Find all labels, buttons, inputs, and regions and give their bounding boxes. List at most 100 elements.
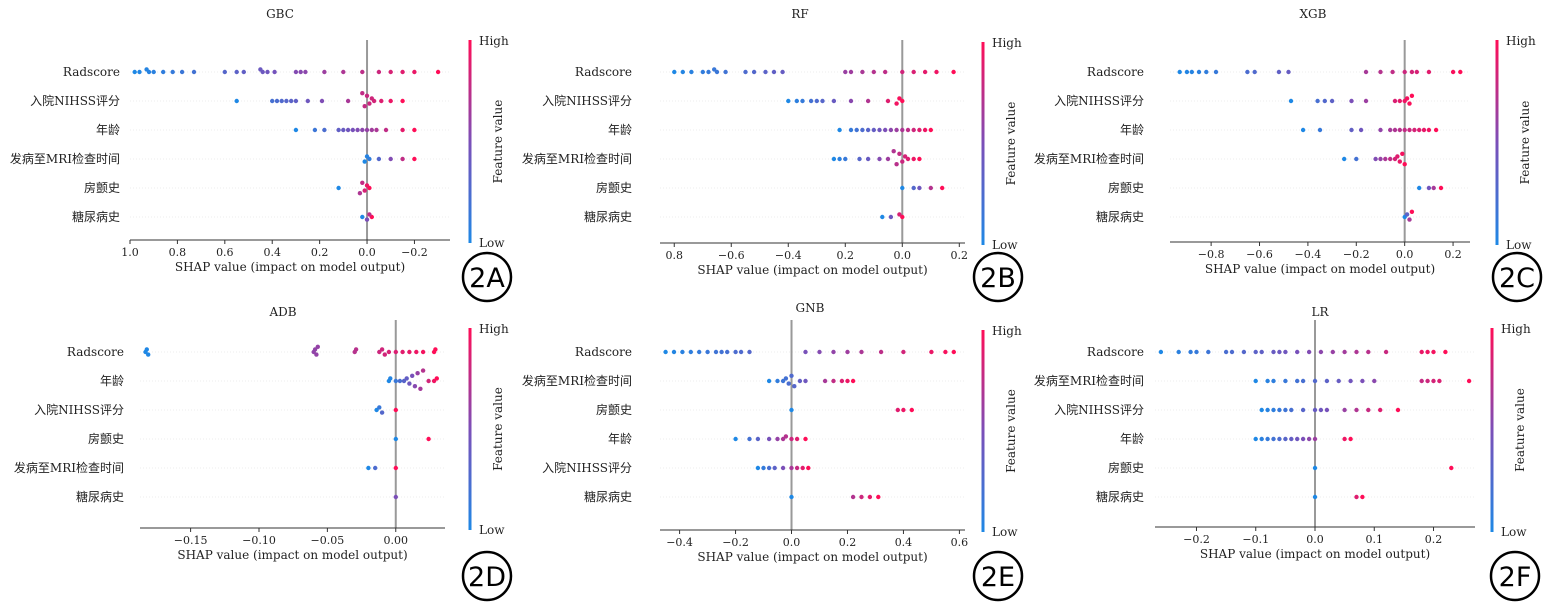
feature-label: 入院NIHSS评分 (542, 461, 632, 475)
feature-label: 发病至MRI检查时间 (14, 460, 124, 475)
colorbar-high-label: High (479, 34, 509, 48)
shap-point (883, 69, 888, 75)
panel-badge-label: 2C (1499, 263, 1535, 294)
shap-point (1265, 378, 1270, 384)
shap-point (733, 436, 738, 442)
shap-point (1407, 101, 1412, 106)
colorbar-low-label: Low (992, 238, 1018, 252)
shap-point (170, 69, 175, 75)
shap-point (895, 407, 900, 413)
shap-point (1312, 407, 1318, 413)
shap-point (1300, 378, 1306, 384)
shap-point (367, 101, 372, 106)
feature-label: 发病至MRI检查时间 (522, 151, 632, 166)
shap-point (831, 349, 836, 355)
shap-point (905, 156, 911, 162)
shap-point (738, 349, 744, 355)
shap-point (1241, 349, 1247, 355)
shap-point (1188, 349, 1193, 355)
x-tick-label: −0.4 (1295, 248, 1322, 261)
shap-point (1354, 494, 1359, 500)
shap-point (412, 384, 418, 389)
shap-point (289, 98, 294, 104)
shap-point (786, 381, 791, 386)
feature-label: Radscore (63, 65, 120, 79)
x-tick-label: 0.4 (895, 536, 913, 549)
shap-point (1412, 127, 1417, 133)
shap-point (1419, 378, 1424, 384)
shap-point (1404, 96, 1410, 101)
feature-label: 入院NIHSS评分 (30, 94, 120, 108)
shap-point (911, 185, 916, 191)
x-tick-label: −0.2 (722, 536, 749, 549)
shap-point (911, 127, 916, 133)
shap-point (1213, 69, 1219, 75)
panel-badge-label: 2A (469, 263, 505, 294)
shap-point (900, 214, 905, 220)
colorbar-low-label: Low (479, 236, 505, 250)
shap-point (1354, 156, 1359, 162)
shap-point (871, 69, 876, 75)
feature-label: Radscore (1087, 65, 1144, 79)
shap-point (751, 69, 757, 75)
shap-point (341, 127, 346, 133)
shap-point (345, 98, 351, 104)
colorbar (981, 330, 985, 532)
shap-point (922, 69, 928, 75)
shap-point (671, 349, 677, 355)
shap-point (144, 347, 149, 352)
shap-point (373, 465, 378, 471)
shap-point (1324, 407, 1330, 413)
shap-point (1397, 127, 1403, 133)
shap-point (794, 465, 800, 471)
x-tick-label: −0.8 (1198, 248, 1225, 261)
x-tick-label: 0.8 (666, 249, 684, 262)
shap-point (725, 349, 730, 355)
shap-point (1426, 69, 1432, 75)
shap-point (367, 212, 372, 217)
shap-point (1271, 378, 1276, 384)
shap-point (871, 127, 876, 133)
shap-point (780, 436, 786, 442)
panel-title: GBC (266, 7, 294, 21)
feature-label: 房颤史 (88, 431, 124, 446)
shap-point (393, 407, 398, 413)
shap-point (780, 465, 786, 471)
x-tick-label: −0.6 (1246, 248, 1273, 261)
feature-label: 年龄 (608, 123, 632, 137)
shap-point (1271, 349, 1276, 355)
shap-point (132, 69, 137, 75)
shap-point (672, 69, 677, 75)
shap-point (713, 349, 719, 355)
shap-point (393, 465, 398, 471)
colorbar-high-label: High (1506, 34, 1536, 48)
shap-point (284, 98, 289, 104)
shap-point (766, 465, 772, 471)
shap-point (191, 69, 197, 75)
shap-point (1383, 156, 1388, 162)
shap-point (1397, 98, 1403, 104)
shap-point (1363, 69, 1369, 75)
shap-point (719, 349, 724, 355)
shap-point (1253, 349, 1258, 355)
shap-point (771, 69, 777, 75)
shap-point (362, 159, 367, 164)
shap-point (364, 93, 370, 99)
feature-label: Radscore (1087, 345, 1144, 359)
shap-point (917, 127, 922, 133)
shap-point (951, 349, 956, 355)
x-tick-label: 0.8 (169, 246, 187, 259)
shap-point (951, 69, 956, 75)
shap-point (1336, 378, 1341, 384)
shap-point (733, 349, 738, 355)
shap-point (1206, 349, 1211, 355)
shap-point (743, 69, 748, 75)
shap-point (1184, 69, 1190, 75)
shap-point (894, 127, 899, 133)
colorbar-low-label: Low (992, 525, 1018, 539)
shap-point (1419, 349, 1424, 355)
x-axis-label: SHAP value (impact on model output) (1200, 547, 1430, 561)
feature-label: 发病至MRI检查时间 (10, 151, 120, 166)
